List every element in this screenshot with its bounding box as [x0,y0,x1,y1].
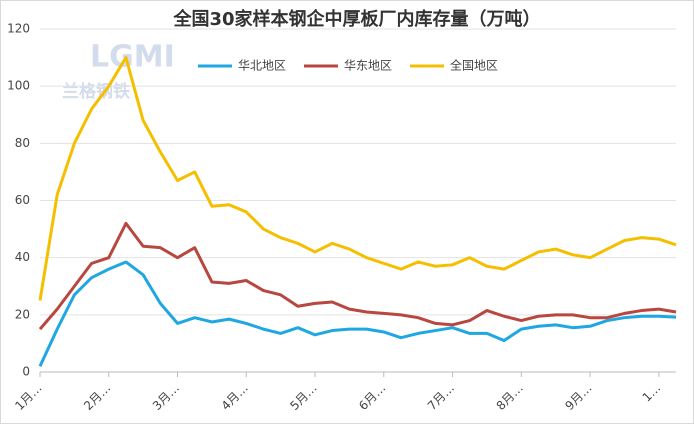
y-tick-label: 20 [15,307,30,321]
y-tick-label: 120 [7,22,30,36]
y-tick-label: 100 [7,79,30,93]
y-tick-label: 40 [15,250,30,264]
series-line [38,56,677,301]
series-line [38,260,677,367]
y-tick-label: 0 [22,365,30,379]
y-tick-label: 60 [15,193,30,207]
chart-title: 全国30家样本钢企中厚板厂内库存量（万吨） [172,8,540,30]
watermark-logo: LGMI [90,40,175,75]
legend-label: 华东地区 [344,59,392,73]
legend-label: 华北地区 [238,59,286,73]
watermark-text: 兰格钢铁 [62,81,130,102]
y-tick-label: 80 [15,136,30,150]
series-line [38,221,677,331]
legend-label: 全国地区 [450,58,498,73]
